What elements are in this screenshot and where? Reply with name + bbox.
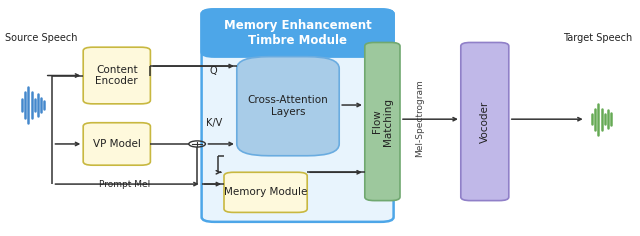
FancyBboxPatch shape [237,57,339,156]
Text: Memory Enhancement
Timbre Module: Memory Enhancement Timbre Module [224,19,371,47]
Text: Q: Q [209,66,217,76]
Text: Flow
Matching: Flow Matching [372,97,393,146]
FancyBboxPatch shape [83,123,150,165]
FancyBboxPatch shape [461,42,509,201]
Text: Memory Module: Memory Module [224,187,307,197]
Text: Content
Encoder: Content Encoder [95,65,138,86]
FancyBboxPatch shape [365,42,400,201]
Text: K/V: K/V [206,118,222,128]
Text: Cross-Attention
Layers: Cross-Attention Layers [248,95,328,117]
Text: Vocoder: Vocoder [480,100,490,143]
FancyBboxPatch shape [202,9,394,57]
Text: Target Speech: Target Speech [563,33,632,43]
FancyBboxPatch shape [224,172,307,212]
Text: Prompt Mel: Prompt Mel [99,180,150,189]
Text: Source Speech: Source Speech [5,33,77,43]
Text: VP Model: VP Model [93,139,141,149]
Text: Mel-Spectrogram: Mel-Spectrogram [415,79,424,157]
FancyBboxPatch shape [83,47,150,104]
FancyBboxPatch shape [202,9,394,222]
